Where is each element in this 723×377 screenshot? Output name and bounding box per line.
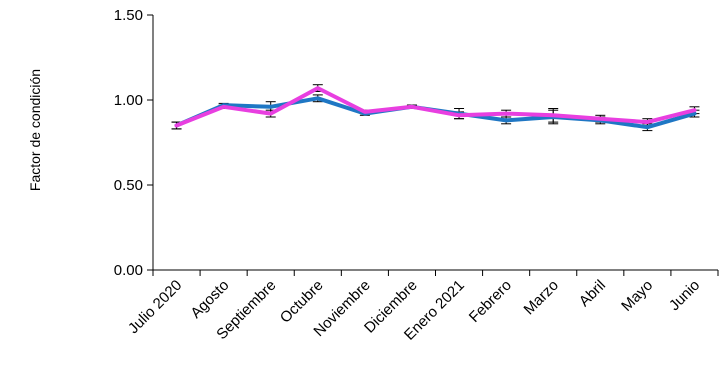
series-lines [174,86,697,130]
x-tick-label-11: Junio [666,277,703,314]
y-tick-label-3: 1.50 [114,7,143,24]
y-tick-label-0: 0.00 [114,262,143,279]
x-tick-label-7: Febrero [466,277,515,326]
x-tick-label-9: Abril [576,277,609,310]
chart-axes [147,14,719,276]
x-tick-label-1: Agosto [187,277,232,322]
y-tick-label-2: 1.00 [114,92,143,109]
y-axis-title: Factor de condición [27,69,43,191]
x-tick-label-0: Julio 2020 [125,277,185,337]
x-tick-label-8: Marzo [521,277,562,318]
x-tick-label-10: Mayo [618,277,656,315]
series-line-1 [174,86,697,128]
y-tick-label-1: 0.50 [114,177,143,194]
